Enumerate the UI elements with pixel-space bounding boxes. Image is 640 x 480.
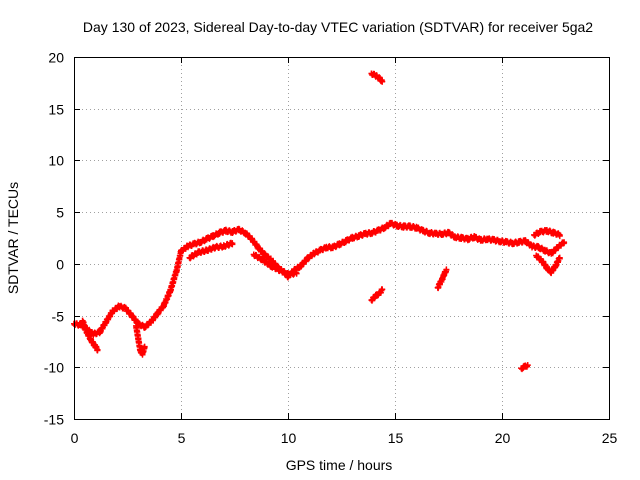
series-markers [250, 251, 300, 279]
series-markers [368, 70, 386, 85]
series-dip-3.1 [133, 322, 148, 358]
plot-border [74, 57, 610, 420]
series-low-band-5.5-7.5 [186, 239, 236, 262]
x-tick-label: 25 [602, 430, 618, 446]
x-tick-label: 10 [281, 430, 297, 446]
series-markers [518, 362, 531, 373]
y-tick-label: -10 [44, 360, 64, 376]
series-markers [79, 317, 101, 354]
series-isolated-20.9-21.2 [518, 362, 531, 373]
y-tick-label: 0 [56, 257, 64, 273]
y-tick-label: 15 [48, 102, 64, 118]
y-tick-label: 20 [48, 50, 64, 66]
series-lower-21.5-22.8 [533, 252, 563, 277]
series-markers [186, 239, 236, 262]
y-tick-label: 10 [48, 153, 64, 169]
y-tick-label: -5 [52, 309, 65, 325]
series-isolated-13.9-14.4-low [368, 286, 386, 304]
x-tick-label: 15 [388, 430, 404, 446]
x-tick-label: 0 [71, 430, 79, 446]
x-axis-label: GPS time / hours [286, 457, 393, 473]
series-markers [531, 227, 563, 240]
series-markers [434, 266, 450, 292]
tick-labels: 0 5 10 15 20 25 -15 -10 -5 0 5 10 15 20 [44, 50, 618, 447]
x-tick-label: 5 [178, 430, 186, 446]
series-markers [533, 252, 563, 277]
y-tick-label: -15 [44, 412, 64, 428]
series-markers [133, 322, 148, 358]
series-upper-21.5-22.8 [531, 227, 563, 240]
series-isolated-13.9-14.4-high [368, 70, 386, 85]
series-isolated-17.0-17.4 [434, 266, 450, 292]
data-layer [71, 70, 568, 373]
series-dip-0.4-1.1 [79, 317, 101, 354]
x-tick-label: 20 [495, 430, 511, 446]
y-axis-label: SDTVAR / TECUs [5, 182, 21, 294]
y-tick-label: 5 [56, 205, 64, 221]
series-markers [368, 286, 386, 304]
series-low-band-8.5-10.5 [250, 251, 300, 279]
series-main [71, 219, 568, 339]
chart-title: Day 130 of 2023, Sidereal Day-to-day VTE… [83, 19, 593, 35]
